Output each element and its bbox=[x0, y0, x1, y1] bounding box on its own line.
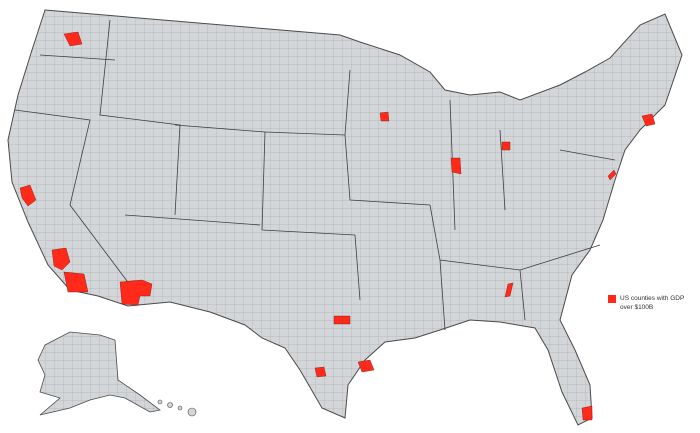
highlighted-counties bbox=[19, 31, 656, 421]
county-boston-ma bbox=[641, 113, 656, 127]
county-oakland-mi bbox=[501, 141, 511, 151]
county-bexar-tx bbox=[314, 366, 327, 378]
county-fulton-ga bbox=[504, 282, 514, 298]
county-king-wa bbox=[63, 31, 83, 47]
county-harris-tx bbox=[357, 359, 375, 373]
alaska bbox=[37, 331, 161, 416]
legend-label: US counties with GDP over $100B bbox=[620, 295, 685, 311]
county-cook-il bbox=[450, 157, 462, 175]
county-dallas-tarrant-tx bbox=[333, 315, 351, 325]
county-los-angeles-ca bbox=[51, 247, 71, 271]
county-hennepin-mn bbox=[379, 111, 390, 122]
county-maricopa-az bbox=[119, 279, 153, 306]
legend-swatch bbox=[608, 295, 616, 303]
county-bay-area-ca bbox=[19, 184, 37, 207]
contiguous-us bbox=[7, 9, 683, 426]
county-ny-philly bbox=[607, 169, 617, 181]
hawaii bbox=[157, 399, 197, 417]
county-miami-dade-fl bbox=[581, 405, 593, 421]
county-orange-san-diego-ca bbox=[63, 271, 89, 293]
legend: US counties with GDP over $100B bbox=[608, 294, 690, 312]
